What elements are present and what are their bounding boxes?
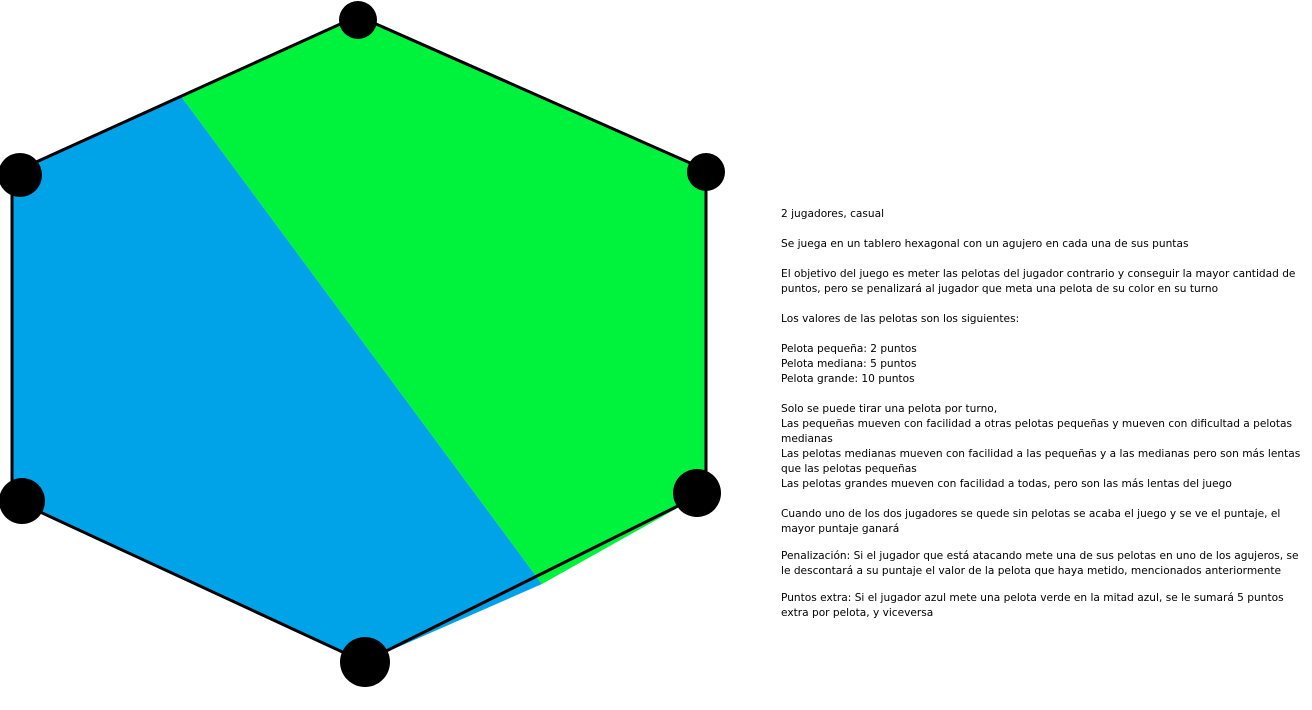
ball-values-intro: Los valores de las pelotas son los sigui… (781, 313, 1020, 325)
movement-rules: Solo se puede tirar una pelota por turno… (781, 402, 1306, 492)
hole-top (339, 1, 377, 39)
bonus-text: Puntos extra: Si el jugador azul mete un… (781, 592, 1284, 619)
end-game-text: Cuando uno de los dos jugadores se quede… (781, 508, 1281, 535)
blue-half (12, 96, 542, 662)
objective-text: El objetivo del juego es meter las pelot… (781, 268, 1296, 295)
board-description: Se juega en un tablero hexagonal con un … (781, 238, 1189, 250)
movement-rule: Las pelotas medianas mueven con facilida… (781, 448, 1301, 475)
hexagon-board (0, 1, 725, 687)
movement-rule: Solo se puede tirar una pelota por turno… (781, 403, 998, 415)
rules-text: 2 jugadores, casual Se juega en un table… (781, 207, 1306, 636)
ball-value-small: Pelota pequeña: 2 puntos (781, 343, 917, 355)
hole-bottom-right (673, 469, 721, 517)
hole-bottom (340, 637, 390, 687)
movement-rule: Las pequeñas mueven con facilidad a otra… (781, 418, 1292, 445)
penalty-text: Penalización: Si el jugador que está ata… (781, 550, 1299, 577)
hole-bottom-left (0, 478, 45, 524)
movement-rule: Las pelotas grandes mueven con facilidad… (781, 478, 1232, 490)
players-line: 2 jugadores, casual (781, 208, 885, 220)
ball-value-large: Pelota grande: 10 puntos (781, 373, 915, 385)
ball-values-list: Pelota pequeña: 2 puntos Pelota mediana:… (781, 342, 1306, 387)
ball-value-medium: Pelota mediana: 5 puntos (781, 358, 917, 370)
green-half (181, 16, 706, 584)
hole-top-left (0, 153, 42, 197)
hole-top-right (687, 153, 725, 191)
